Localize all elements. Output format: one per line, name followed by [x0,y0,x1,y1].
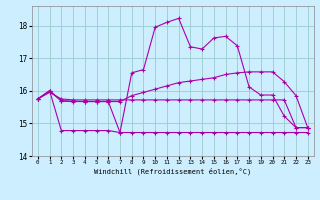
X-axis label: Windchill (Refroidissement éolien,°C): Windchill (Refroidissement éolien,°C) [94,168,252,175]
